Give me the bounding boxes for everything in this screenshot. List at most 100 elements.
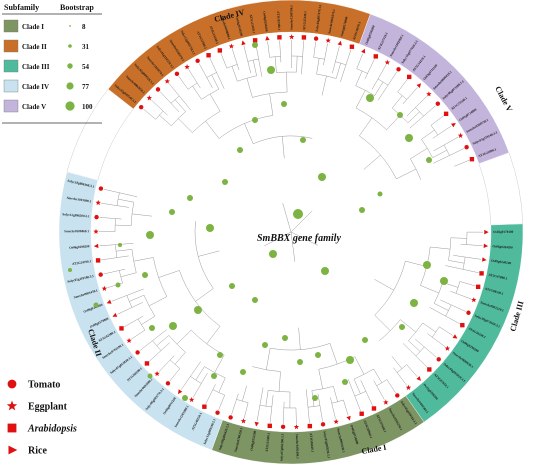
clade-label-v: Clade V: [493, 85, 514, 114]
leaf-branch: [189, 70, 201, 89]
bootstrap-node: [211, 373, 217, 379]
bootstrap-node: [293, 209, 303, 219]
bootstrap-node: [342, 379, 348, 385]
center-title: SmBBX gene family: [257, 233, 341, 244]
internal-branch: [134, 258, 154, 262]
tip-marker-star: [184, 64, 189, 69]
bootstrap-node: [237, 147, 243, 153]
leaf-branch: [407, 365, 418, 377]
bootstrap-node: [240, 369, 246, 375]
tip-marker-star: [95, 200, 100, 205]
leaf-branch: [256, 43, 262, 76]
tip-marker-triangle: [484, 244, 489, 248]
legend-swatch: [4, 60, 18, 72]
tip-marker-star: [154, 371, 159, 376]
bootstrap-node: [142, 272, 148, 278]
leaf-branch: [450, 291, 471, 299]
leaf-branch: [104, 269, 125, 274]
tip-marker-circle: [396, 67, 400, 71]
internal-branch: [451, 238, 467, 239]
internal-branch: [232, 66, 237, 81]
internal-branch: [115, 225, 131, 226]
leaf-branch: [101, 256, 129, 260]
leaf-branch: [415, 339, 436, 357]
leaf-branch: [431, 116, 444, 126]
legend-bootstrap-header: Bootstrap: [60, 3, 94, 12]
leaf-branch: [357, 54, 363, 69]
internal-branch: [408, 341, 420, 352]
legend-bootstrap-dot: [68, 44, 72, 48]
internal-branch: [177, 330, 191, 344]
leaf-branch: [232, 394, 239, 415]
tip-marker-triangle: [178, 389, 182, 394]
tree-branches: [99, 40, 483, 424]
leaf-branch: [99, 243, 133, 245]
tip-marker-triangle: [255, 422, 259, 427]
bootstrap-node: [300, 137, 306, 143]
bootstrap-node: [405, 134, 413, 142]
legend-clade-label: Clade IV: [22, 83, 49, 91]
leaf-branch: [283, 402, 284, 424]
tip-marker-circle: [175, 72, 179, 76]
internal-branch: [430, 247, 450, 249]
bootstrap-node: [312, 395, 318, 401]
tip-marker-star: [229, 43, 234, 48]
internal-branch: [333, 386, 337, 401]
internal-branch: [330, 343, 337, 364]
tip-marker-triangle: [112, 313, 117, 317]
leaf-branch: [340, 50, 351, 82]
tip-marker-star: [126, 338, 131, 343]
tip-marker-square: [460, 323, 464, 327]
tip-marker-square: [470, 157, 474, 161]
tip-marker-circle: [94, 215, 98, 219]
tip-marker-triangle: [94, 244, 99, 248]
internal-branch: [118, 199, 134, 202]
bootstrap-node: [269, 250, 277, 258]
leaf-branch: [132, 330, 145, 339]
bootstrap-node: [399, 324, 405, 330]
leaf-branch: [398, 79, 408, 92]
internal-branch: [287, 72, 288, 92]
root-branch: [283, 203, 291, 232]
internal-branch: [356, 90, 365, 108]
internal-branch: [374, 369, 382, 383]
bootstrap-node: [116, 283, 121, 288]
tip-marker-star: [93, 229, 98, 234]
bootstrap-node: [149, 325, 155, 331]
tip-marker-circle: [464, 145, 468, 149]
leaf-branch: [149, 343, 170, 362]
internal-branch: [392, 96, 402, 108]
bootstrap-node: [410, 299, 418, 307]
tip-marker-star: [458, 133, 463, 138]
legend-bootstrap-value: 31: [82, 43, 90, 51]
legend-swatch: [4, 100, 18, 112]
tip-marker-square: [277, 35, 281, 39]
tip-marker-triangle: [484, 230, 488, 234]
internal-branch: [421, 130, 434, 139]
leaf-label: Smechr1200790.1: [289, 5, 293, 30]
tip-marker-square: [407, 75, 411, 79]
tip-marker-circle: [437, 357, 441, 361]
tip-marker-star: [333, 419, 338, 424]
tip-marker-star: [241, 418, 246, 423]
species-label: Eggplant: [28, 402, 68, 413]
tip-marker-star: [289, 34, 294, 39]
leaf-branch: [181, 362, 200, 390]
internal-branch: [270, 94, 273, 116]
internal-branch: [242, 386, 246, 401]
bootstrap-node: [217, 352, 223, 358]
leaf-branch: [407, 96, 427, 116]
tip-marker-square: [350, 45, 354, 49]
tip-marker-star: [471, 297, 476, 302]
tip-marker-square: [476, 285, 480, 289]
internal-branch: [322, 76, 326, 96]
internal-branch: [157, 335, 169, 345]
internal-branch: [354, 379, 360, 394]
bootstrap-node: [321, 267, 329, 275]
tip-marker-square: [119, 326, 123, 330]
tip-marker-circle: [395, 393, 399, 397]
internal-branch: [245, 124, 254, 144]
leaf-branch: [332, 46, 339, 73]
